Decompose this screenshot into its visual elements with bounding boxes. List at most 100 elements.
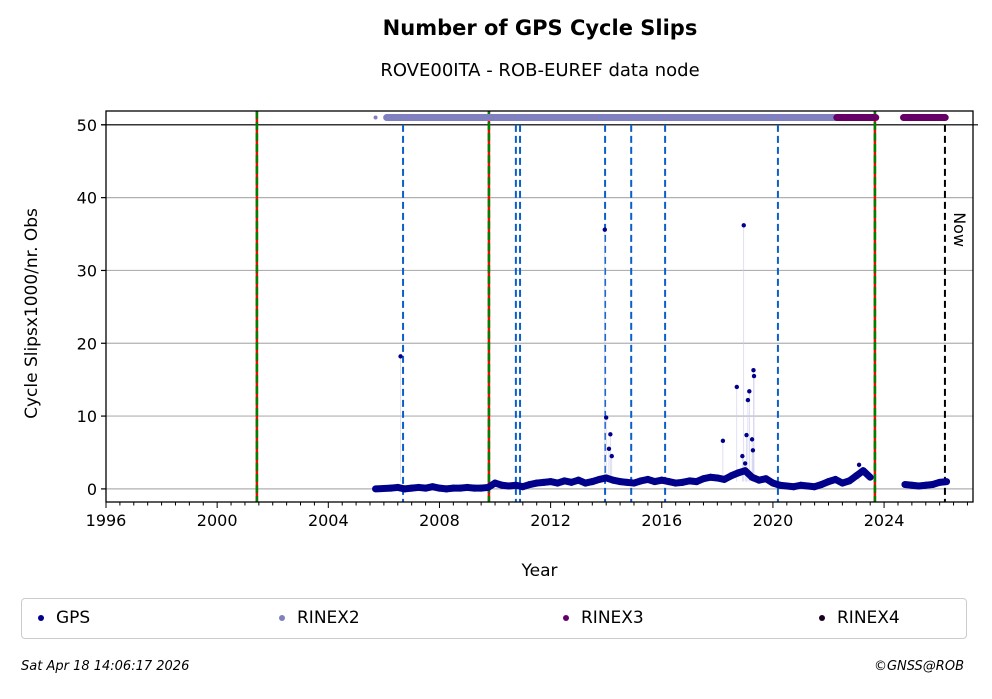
legend-marker-icon bbox=[563, 615, 569, 621]
legend: GPS RINEX2 RINEX3 RINEX4 bbox=[21, 598, 967, 639]
gps-point bbox=[608, 432, 613, 437]
gps-point bbox=[740, 453, 745, 459]
gps-point bbox=[826, 479, 831, 484]
gps-point bbox=[548, 479, 553, 484]
gps-point bbox=[750, 448, 756, 453]
gps-point bbox=[569, 480, 574, 485]
gps-point bbox=[631, 480, 637, 486]
gps-point bbox=[770, 480, 776, 486]
gps-point bbox=[923, 483, 928, 488]
legend-item-rinex3: RINEX3 bbox=[563, 608, 644, 628]
legend-label: RINEX3 bbox=[581, 608, 644, 628]
y-tick-label: 50 bbox=[77, 116, 97, 135]
gps-point bbox=[402, 486, 407, 492]
gps-point bbox=[715, 475, 720, 481]
x-tick-label: 1996 bbox=[86, 511, 127, 530]
gps-point bbox=[485, 485, 491, 490]
legend-label: RINEX4 bbox=[837, 608, 900, 628]
y-tick-label: 10 bbox=[77, 407, 97, 426]
gps-point bbox=[708, 475, 713, 480]
plot-frame bbox=[105, 110, 974, 503]
gps-point bbox=[742, 468, 748, 473]
gps-point bbox=[395, 485, 400, 490]
gps-point bbox=[916, 483, 922, 489]
gps-point bbox=[609, 453, 614, 459]
gps-point bbox=[388, 485, 394, 491]
y-tick-label: 20 bbox=[77, 334, 97, 353]
y-tick-label: 30 bbox=[77, 261, 97, 280]
gps-point bbox=[590, 479, 595, 484]
gps-point bbox=[751, 373, 757, 379]
gps-point bbox=[499, 483, 505, 488]
legend-label: GPS bbox=[56, 608, 91, 628]
gps-point bbox=[617, 479, 623, 484]
gps-point bbox=[471, 485, 477, 491]
gps-point bbox=[409, 485, 414, 491]
gps-point bbox=[749, 475, 755, 480]
gps-point bbox=[745, 397, 751, 403]
gps-point bbox=[741, 223, 746, 228]
gps-point bbox=[583, 480, 588, 486]
x-tick-label: 2016 bbox=[641, 511, 682, 530]
y-tick-label: 40 bbox=[77, 189, 97, 208]
gps-point bbox=[747, 389, 752, 394]
gps-point bbox=[444, 486, 449, 492]
gps-point bbox=[478, 485, 484, 491]
gps-point bbox=[937, 480, 942, 485]
gps-point bbox=[416, 485, 421, 490]
gps-point bbox=[751, 368, 756, 373]
legend-marker-icon bbox=[38, 615, 44, 621]
gps-point bbox=[555, 480, 560, 486]
x-tick-label: 2012 bbox=[530, 511, 571, 530]
x-tick-label: 2020 bbox=[753, 511, 794, 530]
gps-point bbox=[423, 485, 428, 491]
x-tick-label: 2008 bbox=[419, 511, 460, 530]
footer-timestamp: Sat Apr 18 14:06:17 2026 bbox=[21, 659, 190, 674]
gps-point bbox=[666, 479, 671, 484]
gps-point bbox=[652, 479, 658, 484]
legend-marker-icon bbox=[279, 615, 285, 621]
gps-point bbox=[562, 478, 567, 484]
gps-point bbox=[437, 485, 442, 491]
gps-point bbox=[506, 483, 512, 489]
gps-point bbox=[492, 480, 498, 486]
legend-item-gps: GPS bbox=[38, 608, 90, 628]
gps-point bbox=[513, 483, 519, 488]
gps-point bbox=[694, 479, 699, 484]
gps-point bbox=[673, 480, 678, 486]
gps-point bbox=[373, 486, 378, 492]
gps-point bbox=[840, 480, 845, 486]
gps-point bbox=[735, 470, 741, 476]
gps-point bbox=[458, 485, 463, 491]
gps-point bbox=[576, 477, 581, 483]
x-axis-label: Year bbox=[521, 561, 558, 581]
now-label: Now bbox=[950, 212, 969, 247]
x-tick-label: 2004 bbox=[308, 511, 349, 530]
gps-point bbox=[729, 473, 734, 478]
gps-point bbox=[867, 475, 873, 480]
gps-point bbox=[833, 477, 838, 482]
gps-point bbox=[742, 461, 748, 466]
gps-point bbox=[856, 462, 862, 468]
gps-point bbox=[398, 354, 403, 359]
gps-point bbox=[720, 438, 726, 444]
gps-point bbox=[451, 485, 456, 491]
gps-point bbox=[430, 484, 435, 489]
gps-point bbox=[930, 482, 935, 487]
legend-marker-icon bbox=[819, 615, 825, 621]
gps-point bbox=[798, 483, 803, 488]
gps-point bbox=[645, 477, 651, 482]
gps-point bbox=[756, 477, 762, 483]
gps-point bbox=[861, 468, 866, 473]
gps-point bbox=[701, 476, 706, 481]
gps-point bbox=[520, 484, 526, 489]
x-tick-label: 2000 bbox=[197, 511, 238, 530]
gps-point bbox=[534, 480, 539, 486]
gps-point bbox=[909, 483, 915, 488]
chart-subtitle: ROVE00ITA - ROB-EUREF data node bbox=[380, 60, 700, 81]
gps-point bbox=[819, 482, 824, 487]
legend-item-rinex2: RINEX2 bbox=[279, 608, 360, 628]
gps-point bbox=[763, 476, 769, 481]
gps-point bbox=[944, 479, 949, 484]
footer-credit: ©GNSS@ROB bbox=[873, 659, 964, 674]
